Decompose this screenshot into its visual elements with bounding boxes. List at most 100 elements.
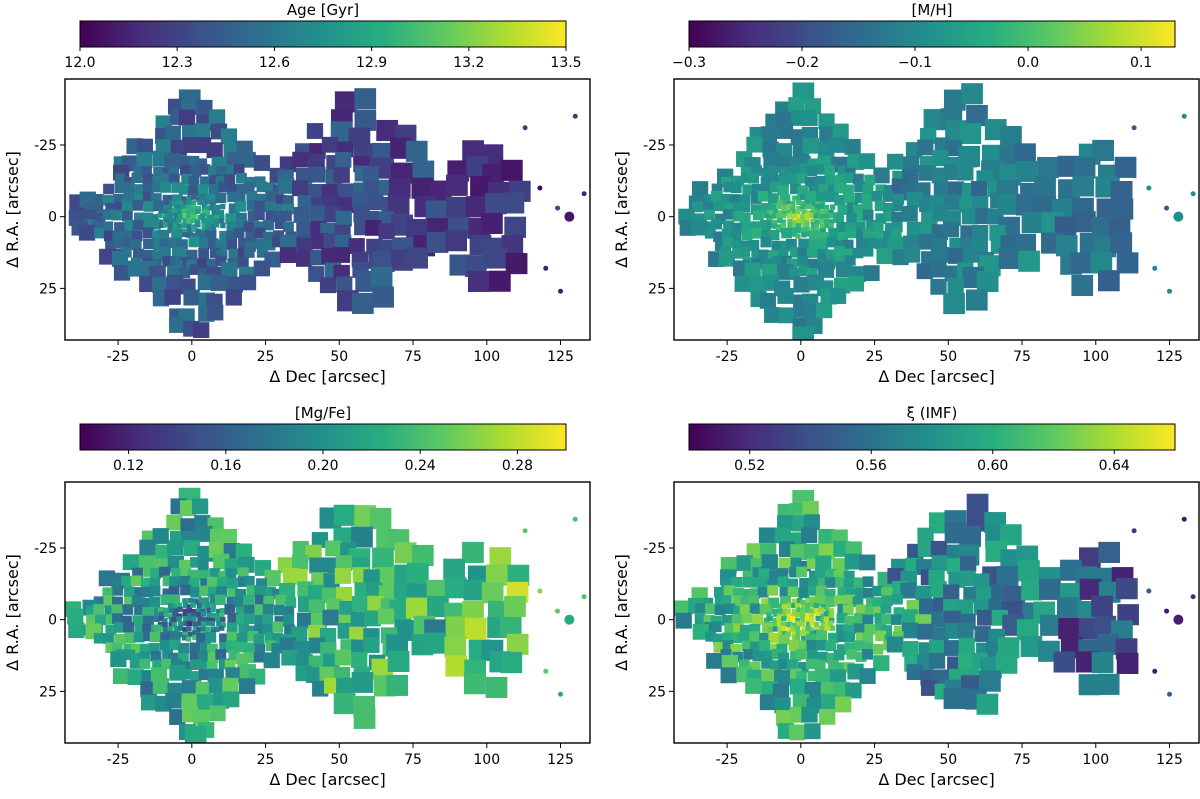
map-cell (200, 200, 206, 206)
map-cell (973, 573, 990, 590)
map-cell (777, 288, 794, 304)
map-cell (113, 264, 131, 281)
x-tick-label: -25 (716, 752, 739, 768)
map-cell (105, 240, 116, 252)
map-cell (1070, 252, 1093, 274)
map-cell (198, 268, 210, 279)
map-cell (105, 202, 117, 214)
map-cell (813, 213, 819, 219)
map-cell (740, 596, 752, 608)
map-cell (470, 176, 492, 198)
map-cell (861, 203, 873, 214)
map-cell (167, 626, 173, 632)
map-cell (778, 166, 790, 178)
map-cell (219, 633, 230, 644)
map-cell (123, 176, 135, 188)
map-cell (861, 193, 873, 205)
map-cell (799, 621, 806, 627)
map-cell (852, 596, 864, 608)
y-tick-label: 0 (48, 613, 57, 629)
map-cell (744, 262, 761, 279)
map-cell (760, 236, 772, 248)
map-cell (216, 250, 228, 261)
map-cell (794, 625, 801, 631)
map-cell (844, 255, 856, 266)
y-tick-label: 0 (48, 210, 57, 226)
map-cell (131, 230, 143, 242)
map-cell (823, 204, 830, 211)
map-cell (741, 229, 753, 241)
map-cell (150, 568, 161, 579)
map-cell (163, 219, 170, 225)
map-cell (143, 630, 155, 642)
map-cell (750, 228, 762, 239)
map-cell (235, 614, 247, 625)
map-blob (522, 125, 528, 131)
map-cell (886, 636, 904, 653)
map-cell (798, 265, 810, 277)
map-cell (834, 595, 845, 606)
map-blob (1164, 608, 1170, 614)
map-cell (114, 222, 125, 233)
map-cell (140, 681, 157, 698)
map-cell (186, 249, 198, 261)
map-cell (1073, 157, 1096, 179)
map-cell (1091, 595, 1113, 617)
panel-2: [M/H]−0.3 −0.2 −0.1 0.0 0.1-25 0 25 50 75 100 125-… (612, 1, 1200, 386)
map-cell (976, 270, 999, 293)
map-cell (786, 258, 798, 270)
map-cell (844, 632, 856, 643)
map-cell (804, 222, 810, 228)
map-cell (772, 219, 778, 226)
map-cell (844, 222, 856, 233)
map-cell (690, 219, 707, 236)
map-cell (214, 616, 221, 622)
map-cell (761, 230, 773, 241)
map-cell (809, 596, 821, 608)
map-cell (791, 598, 798, 604)
map-cell (208, 677, 226, 694)
map-blob (1131, 125, 1137, 131)
map-cell (111, 251, 129, 267)
y-axis-label: Δ R.A. [arcsec] (3, 151, 22, 268)
map-cell (845, 541, 862, 558)
map-cell (884, 222, 896, 234)
map-cell (167, 613, 173, 619)
map-cell (891, 221, 903, 233)
map-cell (283, 221, 294, 232)
map-cell (195, 208, 201, 214)
map-cell (372, 286, 394, 308)
x-tick-label: 50 (330, 349, 348, 365)
map-cell (142, 606, 154, 618)
map-cell (182, 608, 189, 615)
map-cell (124, 649, 136, 661)
map-cell (140, 694, 158, 711)
map-cell (740, 240, 752, 252)
map-cell (394, 542, 417, 564)
map-cell (767, 165, 779, 176)
map-cell (777, 217, 783, 224)
map-cell (820, 613, 826, 619)
map-cell (930, 540, 948, 557)
map-cell (722, 203, 734, 214)
colorbar-tick-label: 0.20 (307, 458, 338, 474)
map-cell (901, 205, 918, 222)
map-cell (148, 642, 160, 654)
map-cell (829, 137, 846, 153)
map-cell (809, 630, 816, 637)
map-cell (168, 167, 180, 178)
map-cell (776, 621, 783, 627)
map-cell (810, 201, 816, 207)
map-cell (262, 624, 274, 635)
map-cell (206, 617, 212, 624)
map-cell (813, 223, 820, 229)
map-cell (209, 205, 215, 211)
map-cell (797, 256, 809, 267)
map-cell (1056, 597, 1079, 619)
map-cell (965, 289, 988, 311)
map-cell (295, 250, 313, 267)
map-cell (729, 194, 741, 205)
map-cell (216, 608, 222, 615)
map-cell (224, 174, 236, 186)
map-cell (309, 205, 327, 222)
